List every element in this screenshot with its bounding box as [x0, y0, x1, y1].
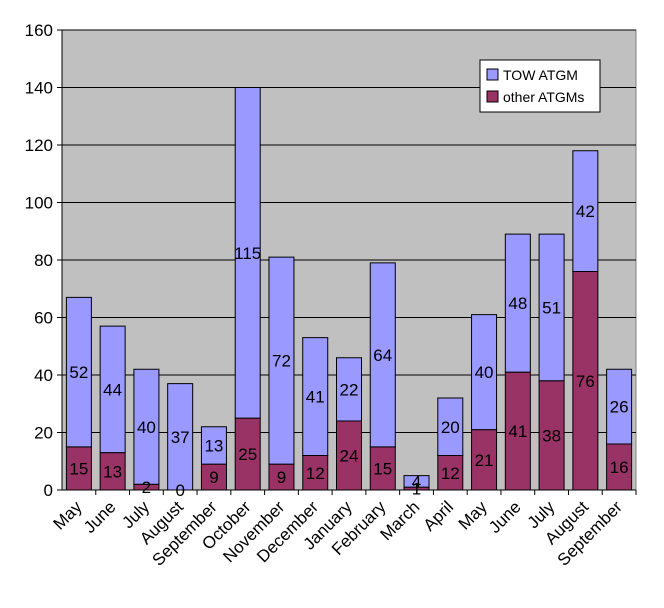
bar-other-atgms	[471, 429, 498, 491]
data-label-other-atgms: 9	[277, 468, 286, 487]
bar-tow-atgm	[65, 296, 92, 448]
bar-other-atgms	[572, 271, 599, 491]
data-label-other-atgms: 21	[475, 451, 494, 470]
bar-tow-atgm	[437, 397, 464, 456]
data-label-tow-atgm: 115	[234, 244, 261, 263]
bar-tow-atgm	[606, 368, 633, 445]
data-label-other-atgms: 1	[412, 480, 421, 499]
legend-swatch	[486, 68, 499, 81]
bar-tow-atgm	[572, 150, 599, 272]
bar-tow-atgm	[268, 256, 295, 465]
y-tick-label: 140	[25, 79, 53, 98]
y-tick-label: 160	[25, 21, 53, 40]
y-tick-label: 0	[44, 481, 53, 500]
bar-other-atgms	[538, 380, 565, 491]
data-label-other-atgms: 16	[610, 458, 629, 477]
data-label-tow-atgm: 37	[171, 428, 190, 447]
legend-box	[479, 59, 601, 113]
bar-other-atgms	[200, 463, 227, 491]
bar-tow-atgm	[403, 475, 430, 488]
data-label-other-atgms: 2	[142, 478, 151, 497]
y-tick-label: 80	[34, 251, 53, 270]
data-label-tow-atgm: 51	[542, 298, 561, 317]
bar-tow-atgm	[336, 357, 362, 422]
data-label-tow-atgm: 52	[69, 363, 88, 382]
bar-tow-atgm	[538, 233, 565, 382]
bar-tow-atgm	[200, 426, 227, 465]
bar-other-atgms	[234, 417, 261, 491]
bar-other-atgms	[606, 443, 633, 491]
data-label-other-atgms: 38	[542, 426, 561, 445]
y-tick-label: 20	[34, 424, 53, 443]
bar-other-atgms	[437, 455, 464, 491]
bar-tow-atgm	[369, 262, 396, 448]
bar-tow-atgm	[99, 325, 126, 454]
legend-label: TOW ATGM	[503, 67, 578, 83]
bar-other-atgms	[369, 446, 396, 491]
bar-other-atgms	[99, 452, 126, 491]
legend-label: other ATGMs	[503, 89, 584, 105]
data-label-tow-atgm: 42	[576, 202, 595, 221]
y-tick-label: 60	[34, 309, 53, 328]
x-tick-label: March	[377, 497, 424, 544]
data-label-other-atgms: 25	[238, 445, 257, 464]
x-tick-label: June	[485, 497, 525, 537]
data-label-other-atgms: 13	[103, 462, 122, 481]
x-tick-label: May	[455, 497, 491, 533]
bar-tow-atgm	[234, 87, 261, 419]
data-label-other-atgms: 15	[69, 459, 88, 478]
data-label-other-atgms: 15	[373, 459, 392, 478]
bar-tow-atgm	[302, 337, 329, 456]
bar-tow-atgm	[504, 233, 531, 373]
bar-tow-atgm	[167, 383, 194, 491]
y-tick-label: 100	[25, 194, 53, 213]
data-label-other-atgms: 24	[340, 447, 359, 466]
data-label-tow-atgm: 13	[204, 436, 223, 455]
data-label-tow-atgm: 72	[272, 352, 291, 371]
x-tick-label: June	[80, 497, 120, 537]
data-label-other-atgms: 9	[209, 468, 218, 487]
data-label-tow-atgm: 26	[610, 398, 629, 417]
data-label-tow-atgm: 64	[373, 346, 392, 365]
data-label-tow-atgm: 22	[340, 380, 359, 399]
x-tick-label: May	[50, 497, 86, 533]
data-label-tow-atgm: 40	[475, 363, 494, 382]
data-label-tow-atgm: 20	[441, 418, 460, 437]
data-label-other-atgms: 41	[508, 422, 527, 441]
data-label-tow-atgm: 44	[103, 380, 122, 399]
x-tick-label: April	[420, 497, 457, 534]
data-label-tow-atgm: 41	[306, 388, 325, 407]
data-label-tow-atgm: 40	[137, 418, 156, 437]
data-label-other-atgms: 12	[441, 464, 460, 483]
bar-tow-atgm	[471, 314, 498, 431]
data-label-tow-atgm: 48	[508, 294, 527, 313]
data-label-other-atgms: 12	[306, 464, 325, 483]
data-label-other-atgms: 76	[576, 372, 595, 391]
bar-tow-atgm	[133, 368, 160, 485]
legend-swatch	[486, 90, 499, 103]
legend: TOW ATGM other ATGMs	[479, 59, 601, 113]
data-label-other-atgms: 0	[175, 481, 184, 500]
y-tick-label: 40	[34, 366, 53, 385]
y-tick-label: 120	[25, 136, 53, 155]
data-label-tow-atgm: 4	[412, 472, 421, 491]
